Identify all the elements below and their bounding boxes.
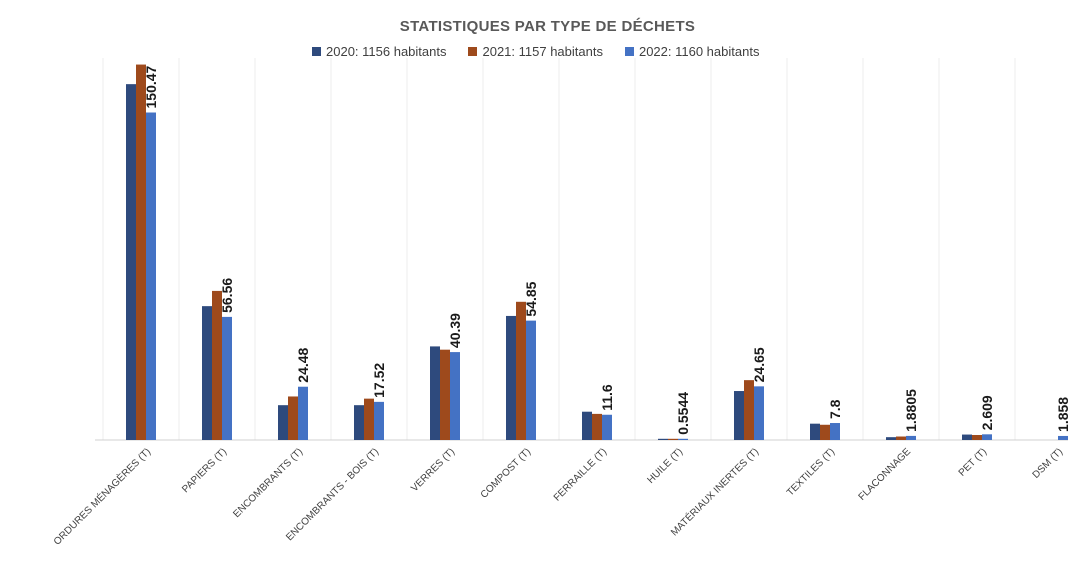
category-label: DSM (T) <box>1031 446 1065 480</box>
category-label: VERRES (T) <box>409 446 457 494</box>
bar-2021 <box>364 398 374 440</box>
bar-2020 <box>202 306 212 440</box>
category-label: FERRAILLE (T) <box>552 446 609 503</box>
bar-2021 <box>592 413 602 440</box>
category-label: PAPIERS (T) <box>180 446 229 495</box>
data-label: 54.85 <box>523 281 539 316</box>
category-label: FLACONNAGE <box>857 446 914 503</box>
bar-2021 <box>820 424 830 440</box>
bar-2021 <box>516 301 526 440</box>
data-label: 40.39 <box>447 313 463 348</box>
bar-2021 <box>972 434 982 440</box>
bar-2021 <box>212 290 222 440</box>
bar-2022 <box>374 401 384 440</box>
category-label: MATÉRIAUX INERTES (T) <box>668 445 761 538</box>
bar-2022 <box>754 386 764 440</box>
data-label: 7.8 <box>827 399 843 419</box>
category-label: ENCOMBRANTS - BOIS (T) <box>284 446 381 543</box>
legend-item-2021: 2021: 1157 habitants <box>468 44 603 59</box>
bar-2020 <box>658 438 668 440</box>
bar-2020 <box>810 423 820 440</box>
bar-2020 <box>278 405 288 440</box>
bar-2022 <box>146 112 156 440</box>
category-label: TEXTILES (T) <box>785 446 837 498</box>
legend-swatch-2021 <box>468 47 478 56</box>
bar-2020 <box>126 84 136 440</box>
data-label: 1.858 <box>1055 397 1070 432</box>
bar-2022 <box>1058 435 1068 440</box>
category-label: COMPOST (T) <box>479 446 533 500</box>
bar-2022 <box>450 352 460 440</box>
bar-2022 <box>982 434 992 440</box>
bar-2022 <box>830 423 840 440</box>
category-label: HUILE (T) <box>646 446 686 486</box>
bar-2022 <box>906 435 916 440</box>
bar-2020 <box>734 391 744 440</box>
chart-title: STATISTIQUES PAR TYPE DE DÉCHETS <box>399 18 696 35</box>
data-label: 1.8805 <box>903 389 919 432</box>
data-label: 150.47 <box>143 65 159 108</box>
bar-2020 <box>582 411 592 440</box>
legend-swatch-2022 <box>624 47 634 56</box>
bar-2020 <box>962 434 972 440</box>
legend-swatch-2020 <box>312 47 321 56</box>
legend-label-2020: 2020: 1156 habitants <box>326 44 447 59</box>
bar-2022 <box>602 414 612 440</box>
data-label: 24.65 <box>751 347 767 382</box>
bar-2022 <box>678 438 688 440</box>
data-label: 24.48 <box>295 347 311 382</box>
bar-2021 <box>440 349 450 440</box>
bar-2021 <box>744 380 754 440</box>
bar-2022 <box>298 386 308 440</box>
data-label: 2.609 <box>979 395 995 430</box>
data-label: 17.52 <box>371 363 387 398</box>
legend: 2020: 1156 habitants 2021: 1157 habitant… <box>312 44 759 59</box>
bar-2020 <box>886 437 896 440</box>
legend-item-2022: 2022: 1160 habitants <box>624 44 760 59</box>
category-label: PET (T) <box>957 446 989 478</box>
legend-item-2020: 2020: 1156 habitants <box>312 44 446 59</box>
bar-2021 <box>136 64 146 440</box>
legend-label-2022: 2022: 1160 habitants <box>638 44 760 59</box>
bar-2022 <box>526 320 536 440</box>
bar-2021 <box>668 438 678 440</box>
bar-2020 <box>354 405 364 440</box>
bar-2020 <box>430 346 440 440</box>
category-label: ENCOMBRANTS (T) <box>231 446 305 520</box>
data-label: 56.56 <box>219 278 235 313</box>
bar-2021 <box>896 436 906 440</box>
bar-2020 <box>506 315 516 440</box>
bar-2021 <box>288 396 298 440</box>
bar-2022 <box>222 316 232 440</box>
data-label: 0.5544 <box>675 392 691 435</box>
legend-label-2021: 2021: 1157 habitants <box>482 44 603 59</box>
category-label: ORDURES MÉNAGÈRES (T) <box>50 445 153 548</box>
data-label: 11.6 <box>599 384 615 411</box>
